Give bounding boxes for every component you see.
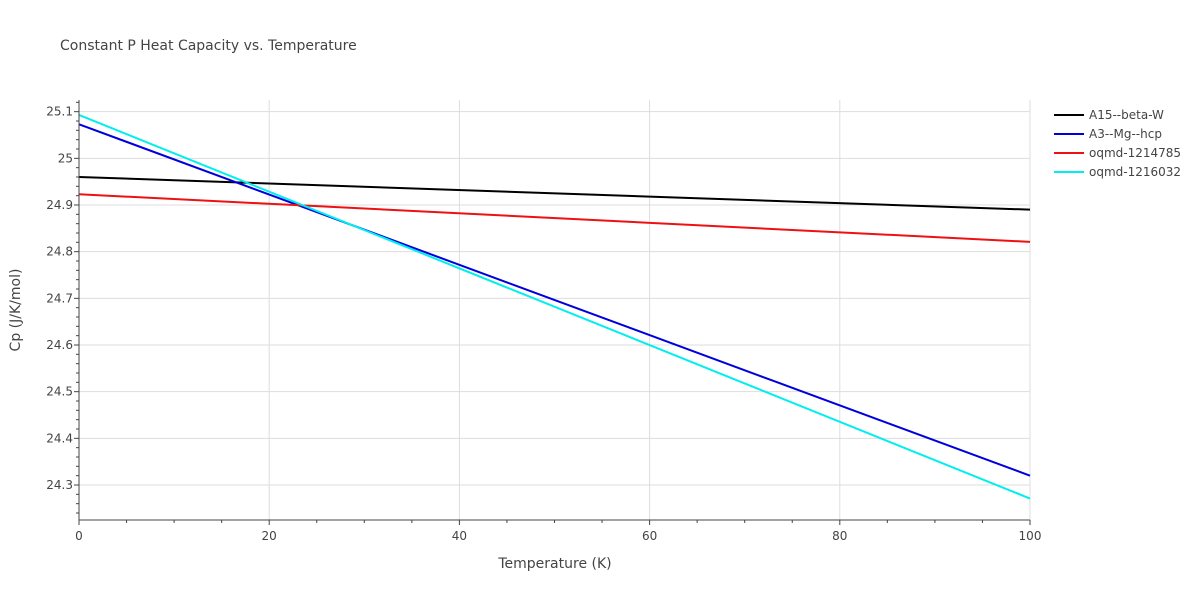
legend-label: A3--Mg--hcp: [1089, 127, 1162, 141]
x-tick-label: 0: [75, 529, 83, 543]
y-tick-label: 24.7: [46, 291, 73, 305]
y-tick-label: 24.6: [46, 338, 73, 352]
series-line-3: [78, 193, 1031, 243]
y-tick-label: 24.5: [46, 385, 73, 399]
series-line-2: [78, 123, 1031, 477]
series-line-4: [78, 114, 1031, 500]
x-tick-label: 60: [642, 529, 657, 543]
legend-item[interactable]: oqmd-1216032: [1054, 165, 1181, 179]
legend-item[interactable]: oqmd-1214785: [1054, 146, 1181, 160]
y-tick-label: 24.8: [46, 245, 73, 259]
axis-layer: 0 20 40 60 80 100 24.3 24.4 24.5 24.6 24.7 24.8 24.9…: [46, 100, 1041, 543]
legend-label: A15--beta-W: [1089, 108, 1164, 122]
y-tick-label: 25: [58, 151, 73, 165]
x-tick-label: 20: [262, 529, 277, 543]
legend-item[interactable]: A3--Mg--hcp: [1054, 127, 1162, 141]
x-tick-label: 100: [1019, 529, 1042, 543]
x-tick-label: 40: [452, 529, 467, 543]
legend-item[interactable]: A15--beta-W: [1054, 108, 1164, 122]
grid-layer: [79, 100, 1031, 520]
chart-title: Constant P Heat Capacity vs. Temperature: [60, 38, 357, 54]
y-tick-label: 24.4: [46, 431, 73, 445]
legend-label: oqmd-1216032: [1089, 165, 1181, 179]
x-axis-title: Temperature (K): [497, 556, 611, 572]
y-tick-label: 24.3: [46, 478, 73, 492]
y-tick-label: 24.9: [46, 198, 73, 212]
y-axis-title: Cp (J/K/mol): [8, 269, 24, 352]
series-layer: [78, 114, 1031, 500]
y-tick-label: 25.1: [46, 105, 73, 119]
legend[interactable]: A15--beta-W A3--Mg--hcp oqmd-1214785 oqmd-1…: [1054, 108, 1181, 179]
x-tick-label: 80: [832, 529, 847, 543]
legend-label: oqmd-1214785: [1089, 146, 1181, 160]
